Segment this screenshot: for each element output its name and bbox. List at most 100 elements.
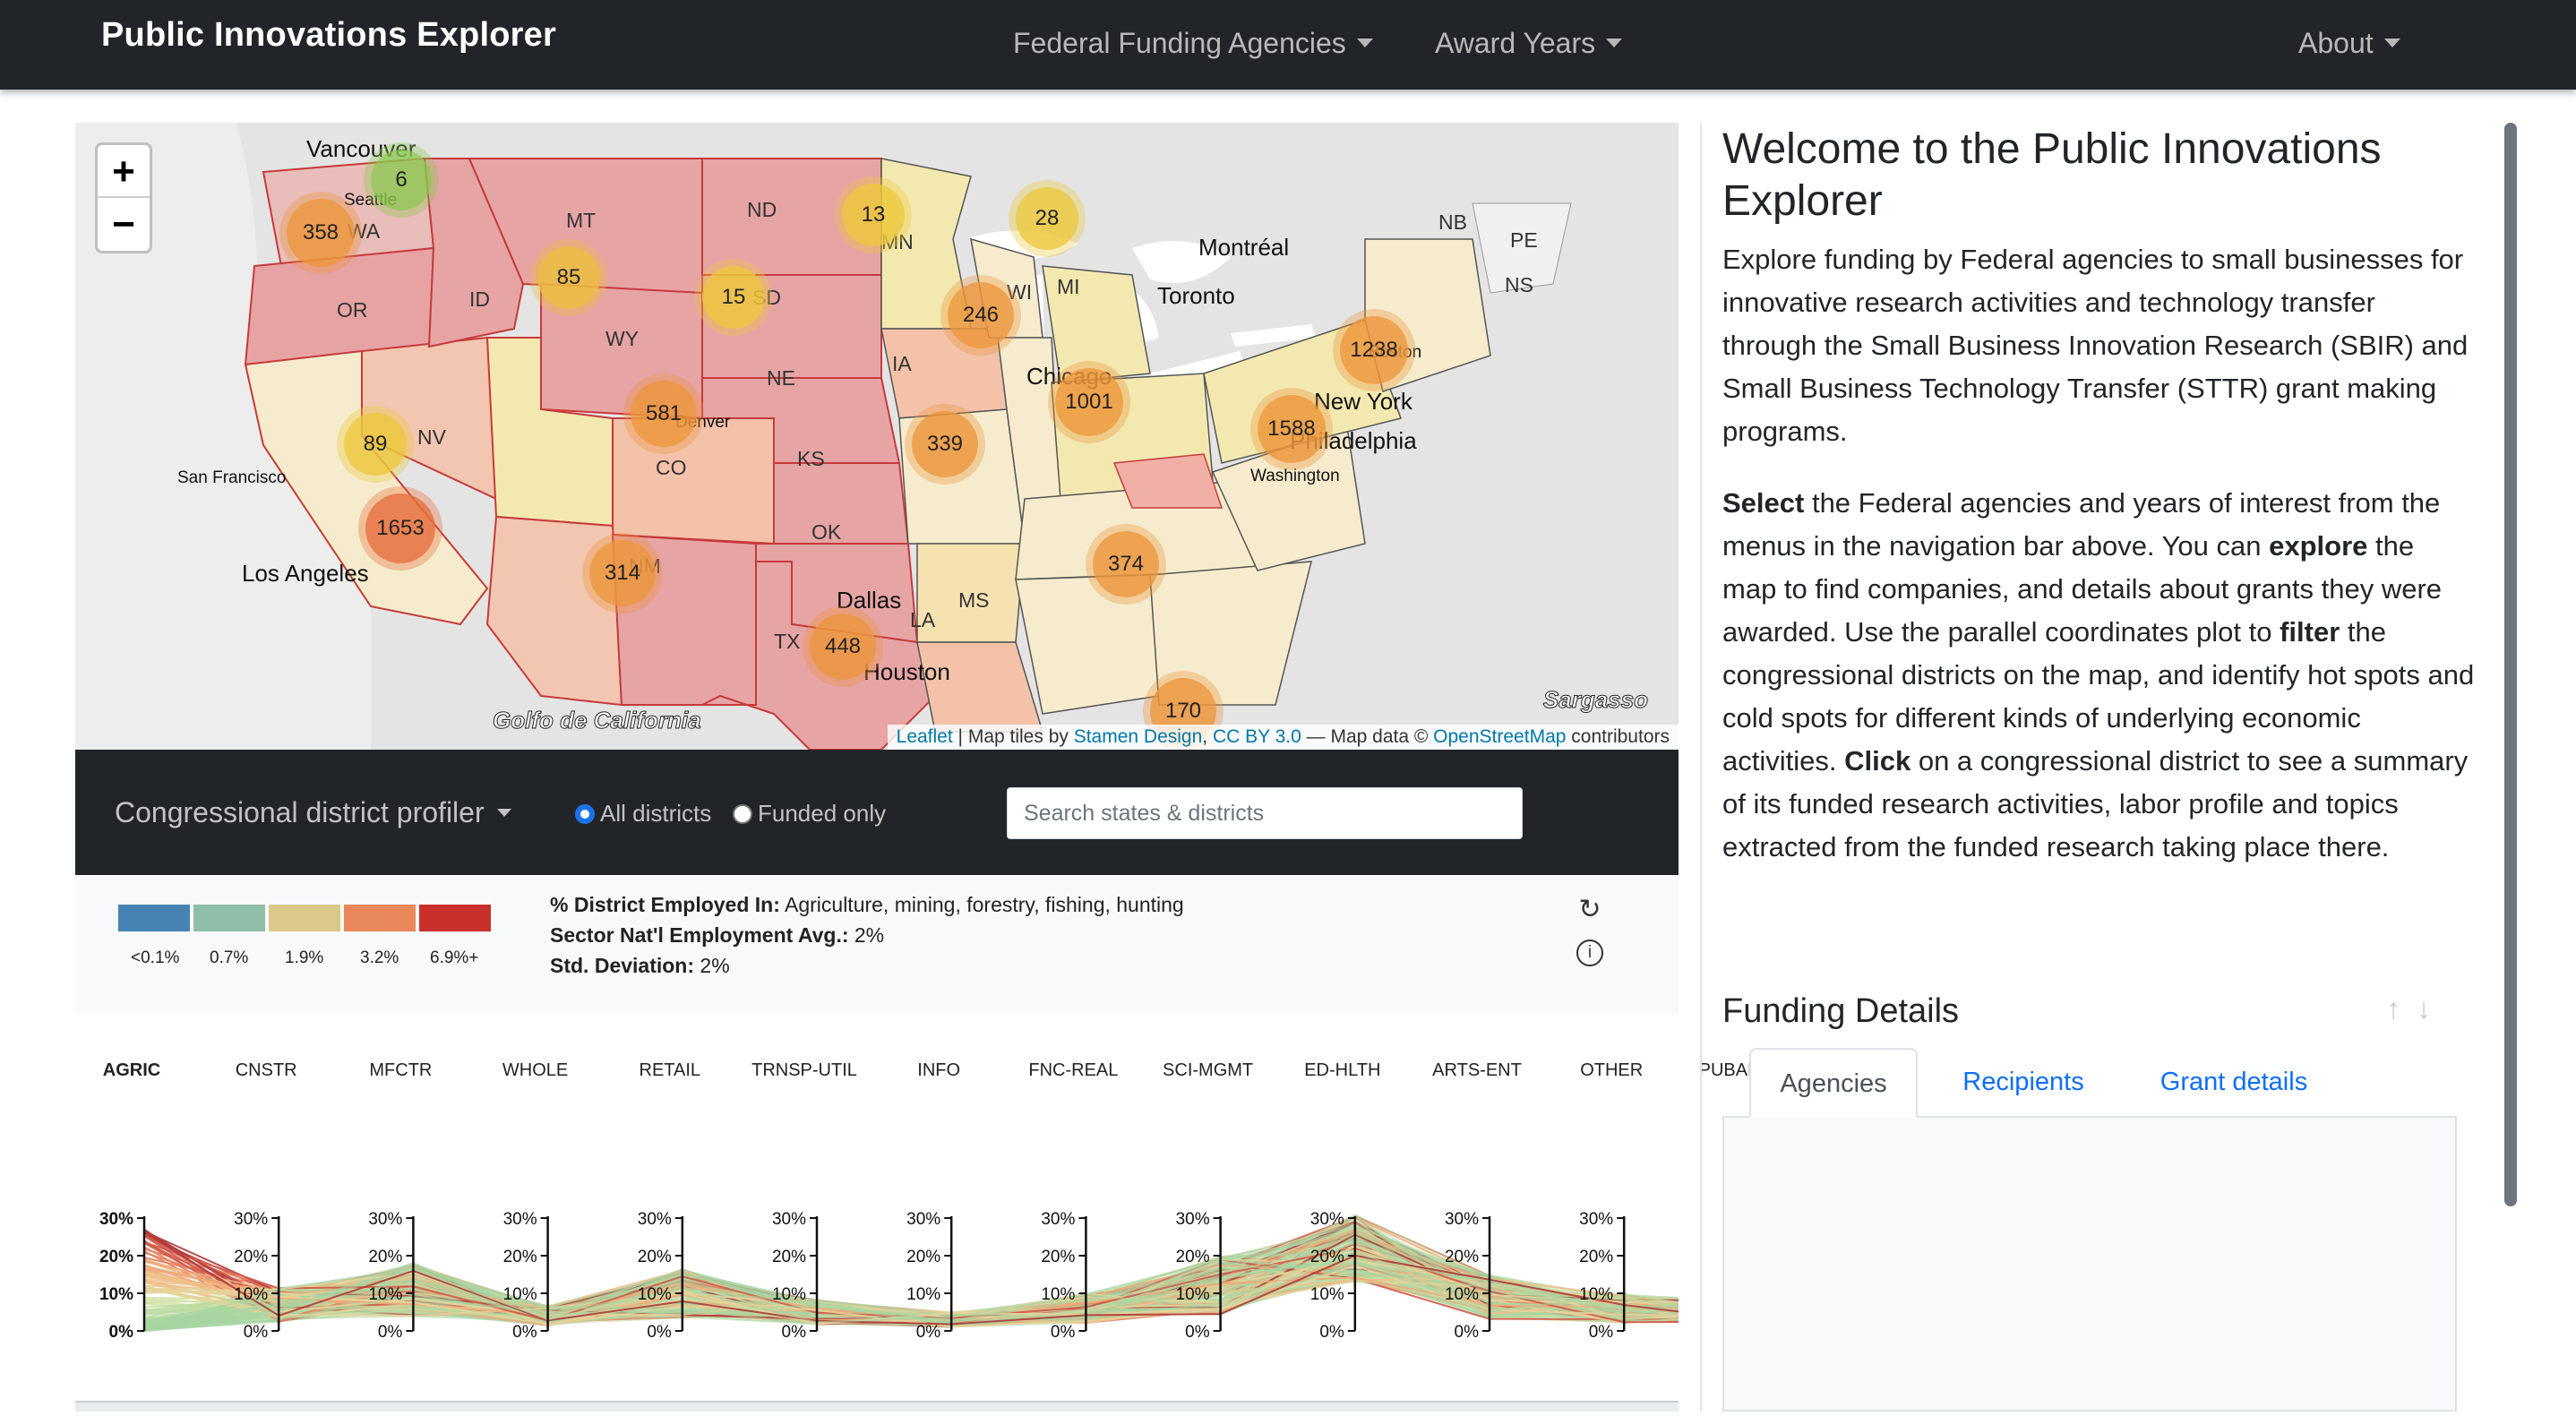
- tab-recipients[interactable]: Recipients: [1962, 1068, 2084, 1096]
- axis-tick-label: 30%: [1041, 1210, 1075, 1229]
- tab-agencies[interactable]: Agencies: [1749, 1048, 1918, 1118]
- axis-label-ed-hlth[interactable]: ED-HLTH: [1304, 1060, 1381, 1080]
- radio-selected-icon: [575, 804, 595, 824]
- axis-tick-label: 30%: [906, 1210, 940, 1229]
- cluster-count: 448: [824, 634, 862, 658]
- cluster-marker[interactable]: 13: [842, 184, 905, 246]
- state-label-ns: NS: [1505, 273, 1533, 296]
- zoom-out-button[interactable]: −: [112, 202, 135, 246]
- parallel-coordinates: AGRIC CNSTR MFCTR WHOLE RETAIL TRNSP-UTIL INFO…: [75, 1039, 1793, 1412]
- cluster-marker[interactable]: 1588: [1258, 395, 1326, 463]
- axis-tick-label: 20%: [368, 1248, 402, 1266]
- axis-label-retail[interactable]: RETAIL: [639, 1060, 701, 1080]
- nav-federal-funding-agencies-label: Federal Funding Agencies: [1013, 27, 1346, 59]
- leaflet-link[interactable]: Leaflet: [896, 726, 953, 747]
- arrow-up-icon[interactable]: ↑: [2386, 992, 2417, 1025]
- emphasis-text: explore: [2269, 530, 2368, 562]
- cluster-marker[interactable]: 1653: [365, 493, 435, 563]
- axis-label-other[interactable]: OTHER: [1580, 1060, 1644, 1080]
- hotspot-wv: [1112, 453, 1224, 509]
- radio-funded-only[interactable]: Funded only: [733, 800, 886, 828]
- funding-details-title: Funding Details: [1722, 992, 1960, 1030]
- axis-tick-label: 20%: [1176, 1248, 1210, 1266]
- axis-label-trnsp-util[interactable]: TRNSP-UTIL: [751, 1060, 857, 1080]
- legend-label: 1.9%: [285, 948, 324, 967]
- cluster-marker[interactable]: 448: [810, 614, 876, 680]
- state-label-nb: NB: [1438, 210, 1467, 234]
- state-label-ia: IA: [892, 352, 912, 375]
- cluster-marker[interactable]: 339: [912, 411, 978, 477]
- osm-link[interactable]: OpenStreetMap: [1433, 726, 1567, 747]
- cc-link[interactable]: CC BY 3.0: [1212, 726, 1301, 747]
- tab-grant-details[interactable]: Grant details: [2160, 1068, 2308, 1096]
- stamen-link[interactable]: Stamen Design: [1073, 726, 1203, 747]
- cluster-marker[interactable]: 1238: [1340, 316, 1408, 384]
- info-value: 2%: [694, 954, 730, 977]
- axis-tick-label: 0%: [512, 1323, 537, 1342]
- cluster-marker[interactable]: 15: [702, 266, 765, 329]
- cluster-marker[interactable]: 314: [589, 540, 656, 606]
- axis-tick-label: 0%: [1185, 1323, 1210, 1342]
- info-icon[interactable]: i: [1576, 940, 1603, 966]
- zoom-control: + −: [95, 142, 152, 253]
- cluster-count: 581: [645, 401, 683, 425]
- map-canvas[interactable]: [75, 123, 1679, 750]
- cluster-marker[interactable]: 6: [371, 150, 432, 210]
- axis-tick-label: 20%: [772, 1248, 806, 1266]
- axis-tick-label: 0%: [1051, 1323, 1076, 1342]
- axis-tick-label: 10%: [99, 1285, 133, 1304]
- axis-tick-label: 20%: [234, 1248, 268, 1266]
- cluster-marker[interactable]: 89: [344, 413, 407, 476]
- axis-tick-label: 20%: [1310, 1248, 1344, 1266]
- cluster-marker[interactable]: 1001: [1055, 368, 1123, 436]
- profiler-bar: Congressional district profiler All dist…: [75, 750, 1679, 875]
- cluster-marker[interactable]: 28: [1016, 187, 1078, 250]
- lake-ontario: [1231, 324, 1316, 347]
- nav-award-years-label: Award Years: [1435, 27, 1596, 59]
- cluster-marker[interactable]: 581: [631, 381, 697, 447]
- profiler-dropdown[interactable]: Congressional district profiler: [115, 796, 511, 829]
- axis-tick-label: 30%: [1176, 1210, 1210, 1229]
- cluster-marker[interactable]: 374: [1093, 531, 1159, 597]
- radio-all-districts[interactable]: All districts: [575, 800, 711, 828]
- axis-tick-label: 0%: [244, 1323, 269, 1342]
- axis-label-agric[interactable]: AGRIC: [102, 1060, 161, 1080]
- cluster-marker[interactable]: 358: [287, 199, 355, 267]
- state-label-pe: PE: [1510, 228, 1538, 252]
- state-label-la: LA: [910, 608, 936, 631]
- gulf-label: Golfo de California: [493, 707, 702, 734]
- axis-label-cnstr[interactable]: CNSTR: [235, 1060, 297, 1080]
- axis-tick-label: 10%: [638, 1285, 672, 1304]
- info-value: 2%: [848, 923, 885, 947]
- scrollbar[interactable]: [2504, 123, 2517, 1206]
- nav-federal-funding-agencies[interactable]: Federal Funding Agencies: [1013, 27, 1373, 60]
- cluster-marker[interactable]: 85: [537, 246, 600, 309]
- axis-label-fnc-real[interactable]: FNC-REAL: [1028, 1060, 1119, 1080]
- body-text: the congressional districts on the map, …: [1722, 616, 2475, 777]
- nav-about[interactable]: About: [2298, 27, 2400, 60]
- parallel-coordinates-plot[interactable]: 30% 20% 10% 0% 30% 20% 10% 0% 30% 20% 10% 0% 30% 20% 1…: [75, 1039, 1760, 1412]
- arrow-down-icon[interactable]: ↓: [2417, 992, 2447, 1025]
- cluster-count: 85: [556, 265, 581, 289]
- axis-label-info[interactable]: INFO: [917, 1060, 961, 1080]
- info-line-sector: % District Employed In: Agriculture, min…: [550, 893, 1184, 917]
- cluster-count: 1238: [1350, 338, 1398, 362]
- axis-label-sci-mgmt[interactable]: SCI-MGMT: [1163, 1060, 1254, 1080]
- axis-tick-label: 0%: [1589, 1323, 1614, 1342]
- axis-label-arts-ent[interactable]: ARTS-ENT: [1432, 1060, 1522, 1080]
- canada-nb: [1472, 202, 1572, 294]
- axis-label-whole[interactable]: WHOLE: [502, 1060, 569, 1080]
- reset-icon[interactable]: ↻: [1578, 895, 1601, 924]
- zoom-in-button[interactable]: +: [98, 145, 150, 198]
- brand[interactable]: Public Innovations Explorer: [101, 16, 556, 54]
- map[interactable]: + − Vancouver Seattle Montréal Toronto B…: [75, 123, 1679, 750]
- axis-label-mfctr[interactable]: MFCTR: [369, 1060, 433, 1080]
- nav-award-years[interactable]: Award Years: [1435, 27, 1623, 60]
- axis-tick-label: 20%: [1445, 1248, 1479, 1266]
- axis-tick-label: 30%: [1579, 1210, 1613, 1229]
- search-input[interactable]: Search states & districts: [1007, 787, 1523, 839]
- body-text: the Federal agencies and years of intere…: [1722, 487, 2441, 562]
- profiler-title: Congressional district profiler: [115, 796, 485, 828]
- cluster-marker[interactable]: 246: [948, 282, 1014, 348]
- state-la: [916, 641, 1044, 733]
